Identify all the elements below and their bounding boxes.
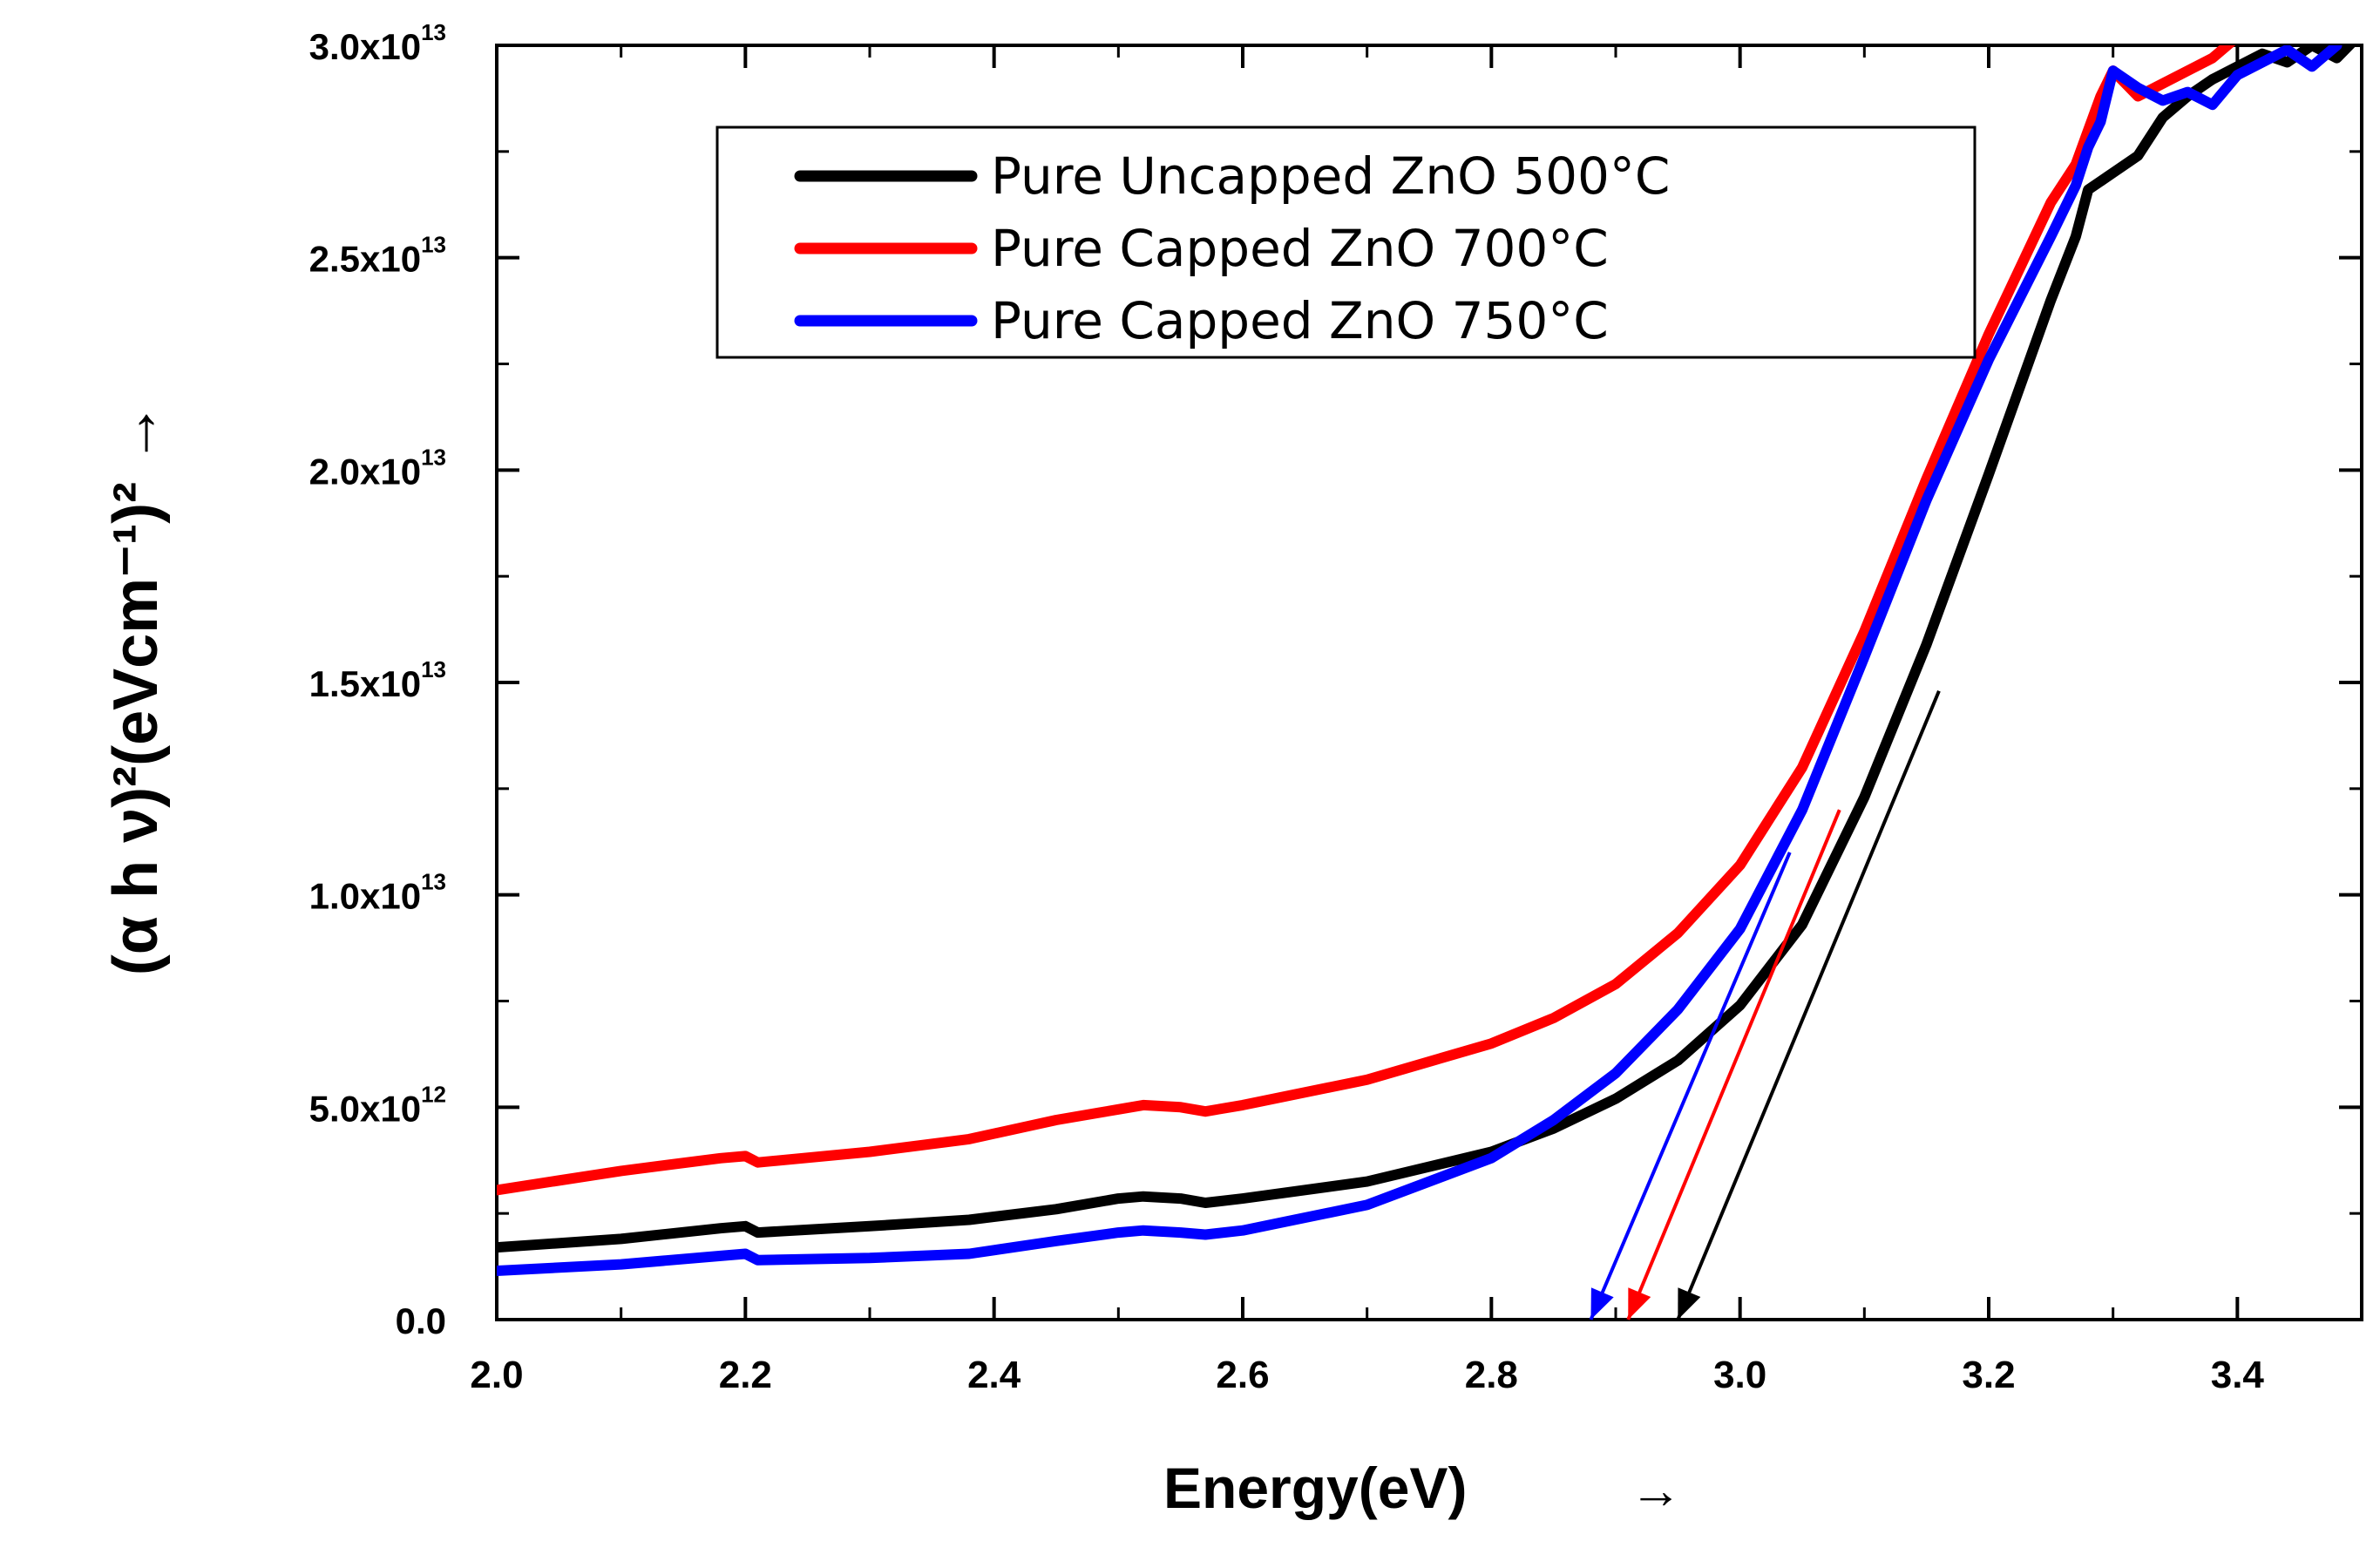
- x-tick-labels: 2.0 2.2 2.4 2.6 2.8 3.0 3.2 3.4: [470, 1354, 2264, 1396]
- y-axis-title: (α h ν)²(eVcm⁻¹)² →: [101, 402, 171, 975]
- x-tick-label: 2.0: [470, 1354, 523, 1396]
- extrapolation-line-2: [1626, 809, 1841, 1320]
- legend-label-series-1: Pure Uncapped ZnO 500°C: [991, 146, 1670, 206]
- y-tick-label: 2.0x1013: [309, 444, 446, 492]
- y-tick-label: 1.5x1013: [309, 656, 446, 704]
- x-tick-label: 2.8: [1465, 1354, 1518, 1396]
- extrapolation-line-1: [1676, 689, 1941, 1320]
- series-line-3: [497, 45, 2343, 1276]
- y-tick-labels: 0.0 5.0x1012 1.0x1013 1.5x1013 2.0x1013 2.5x1…: [309, 19, 446, 1341]
- extrapolation-line-3: [1589, 852, 1792, 1320]
- series-layer: [497, 45, 2357, 1276]
- x-tick-label: 2.4: [967, 1354, 1021, 1396]
- legend-label-series-2: Pure Capped ZnO 700°C: [991, 219, 1609, 278]
- extrapolation-arrowhead-3: [1590, 1287, 1614, 1320]
- x-axis-title: Energy(eV): [1163, 1456, 1467, 1520]
- x-tick-label: 2.2: [719, 1354, 772, 1396]
- y-tick-label: 1.0x1013: [309, 869, 446, 917]
- extrapolation-layer: [1589, 689, 1941, 1320]
- legend: Pure Uncapped ZnO 500°C Pure Capped ZnO …: [715, 126, 1977, 359]
- x-tick-label: 3.2: [1962, 1354, 2015, 1396]
- x-tick-label: 3.0: [1713, 1354, 1766, 1396]
- x-axis-arrow: →: [1630, 1461, 1682, 1519]
- y-tick-label: 3.0x1013: [309, 19, 446, 67]
- extrapolation-arrowhead-1: [1678, 1287, 1701, 1320]
- legend-label-series-3: Pure Capped ZnO 750°C: [991, 291, 1609, 350]
- series-line-1: [497, 45, 2357, 1253]
- extrapolation-arrowhead-2: [1628, 1287, 1651, 1320]
- x-tick-label: 2.6: [1216, 1354, 1269, 1396]
- y-tick-label: 0.0: [396, 1300, 446, 1341]
- y-tick-label: 5.0x1012: [309, 1081, 446, 1129]
- x-tick-label: 3.4: [2211, 1354, 2265, 1396]
- y-tick-label: 2.5x1013: [309, 232, 446, 280]
